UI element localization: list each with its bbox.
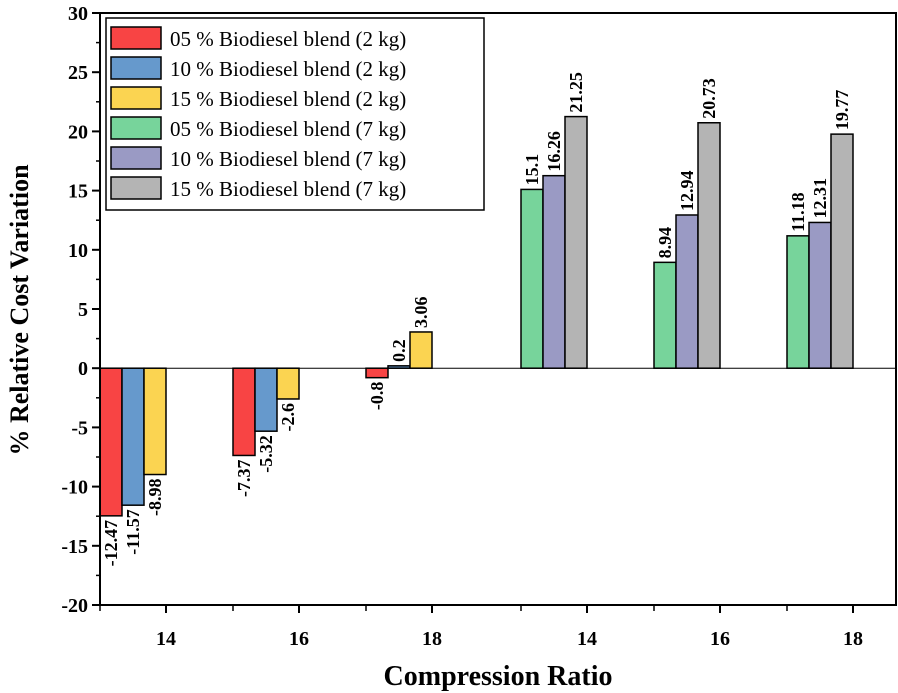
bar xyxy=(675,214,699,369)
data-label: -8.98 xyxy=(145,479,165,517)
x-axis: 14 16 18 14 16 18 xyxy=(99,605,863,650)
legend-label: 10 % Biodiesel blend (7 kg) xyxy=(170,147,406,171)
bar xyxy=(697,122,721,369)
data-label: 20.73 xyxy=(699,78,719,119)
bar xyxy=(254,367,278,432)
bar xyxy=(786,235,810,369)
data-label: 11.18 xyxy=(788,192,808,232)
y-tick-label: 20 xyxy=(68,121,88,143)
y-tick-label: 10 xyxy=(68,240,88,262)
legend-swatch xyxy=(110,146,162,170)
x-tick-label: 14 xyxy=(577,628,597,650)
y-tick-label: -10 xyxy=(61,477,88,499)
bar xyxy=(121,367,145,506)
data-label: 12.94 xyxy=(677,170,697,211)
bar xyxy=(808,221,832,369)
x-axis-title: Compression Ratio xyxy=(384,661,613,692)
data-label: 0.2 xyxy=(389,339,409,362)
legend-label: 10 % Biodiesel blend (2 kg) xyxy=(170,57,406,81)
bar xyxy=(830,133,854,369)
y-axis: -20 -15 -10 -5 0 5 10 15 20 25 30 xyxy=(61,3,100,617)
x-tick-label: 14 xyxy=(156,628,176,650)
legend-label: 05 % Biodiesel blend (2 kg) xyxy=(170,27,406,51)
data-label: -11.57 xyxy=(123,509,143,555)
legend-swatch xyxy=(110,56,162,80)
bar xyxy=(143,367,167,476)
legend-label: 15 % Biodiesel blend (7 kg) xyxy=(170,177,406,201)
data-label: 19.77 xyxy=(832,90,852,131)
legend-swatch xyxy=(110,116,162,140)
legend-label: 05 % Biodiesel blend (7 kg) xyxy=(170,117,406,141)
data-label: -5.32 xyxy=(256,435,276,473)
y-tick-label: 25 xyxy=(68,62,88,84)
data-label: 16.26 xyxy=(544,131,564,172)
bar xyxy=(409,331,433,369)
legend-label: 15 % Biodiesel blend (2 kg) xyxy=(170,87,406,111)
bar xyxy=(232,367,256,457)
bar xyxy=(653,261,677,369)
bar xyxy=(520,188,544,369)
legend: 05 % Biodiesel blend (2 kg) 10 % Biodiese… xyxy=(105,17,485,211)
data-label: 12.31 xyxy=(810,178,830,219)
y-tick-label: 15 xyxy=(68,181,88,203)
bar xyxy=(276,367,300,400)
data-label: 3.06 xyxy=(411,296,431,328)
y-tick-label: 0 xyxy=(78,358,88,380)
legend-box xyxy=(105,17,485,211)
y-tick-label: 5 xyxy=(78,299,88,321)
bars-layer xyxy=(99,115,854,517)
x-tick-label: 16 xyxy=(710,628,730,650)
bar xyxy=(365,367,389,379)
data-label: -12.47 xyxy=(101,520,121,567)
x-tick-label: 18 xyxy=(422,628,442,650)
data-label: -2.6 xyxy=(278,403,298,432)
y-tick-label: 30 xyxy=(68,3,88,25)
y-tick-label: -5 xyxy=(71,417,88,439)
x-tick-label: 18 xyxy=(843,628,863,650)
data-label: 15.1 xyxy=(522,154,542,186)
bar xyxy=(542,174,566,369)
bar xyxy=(564,115,588,369)
data-label: -0.8 xyxy=(367,382,387,411)
y-axis-title: % Relative Cost Variation xyxy=(5,164,34,456)
data-label: 21.25 xyxy=(566,72,586,113)
legend-swatch xyxy=(110,176,162,200)
y-tick-label: -15 xyxy=(61,536,88,558)
data-label: -7.37 xyxy=(234,459,254,497)
legend-swatch xyxy=(110,86,162,110)
data-label: 8.94 xyxy=(655,227,675,259)
data-labels-layer: -12.47 -7.37 -0.8 -11.57 -5.32 0.2 -8.98 -2.6 3.… xyxy=(101,72,852,566)
x-tick-label: 16 xyxy=(289,628,309,650)
legend-swatch xyxy=(110,26,162,50)
y-tick-label: -20 xyxy=(61,595,88,617)
bar xyxy=(99,367,123,517)
